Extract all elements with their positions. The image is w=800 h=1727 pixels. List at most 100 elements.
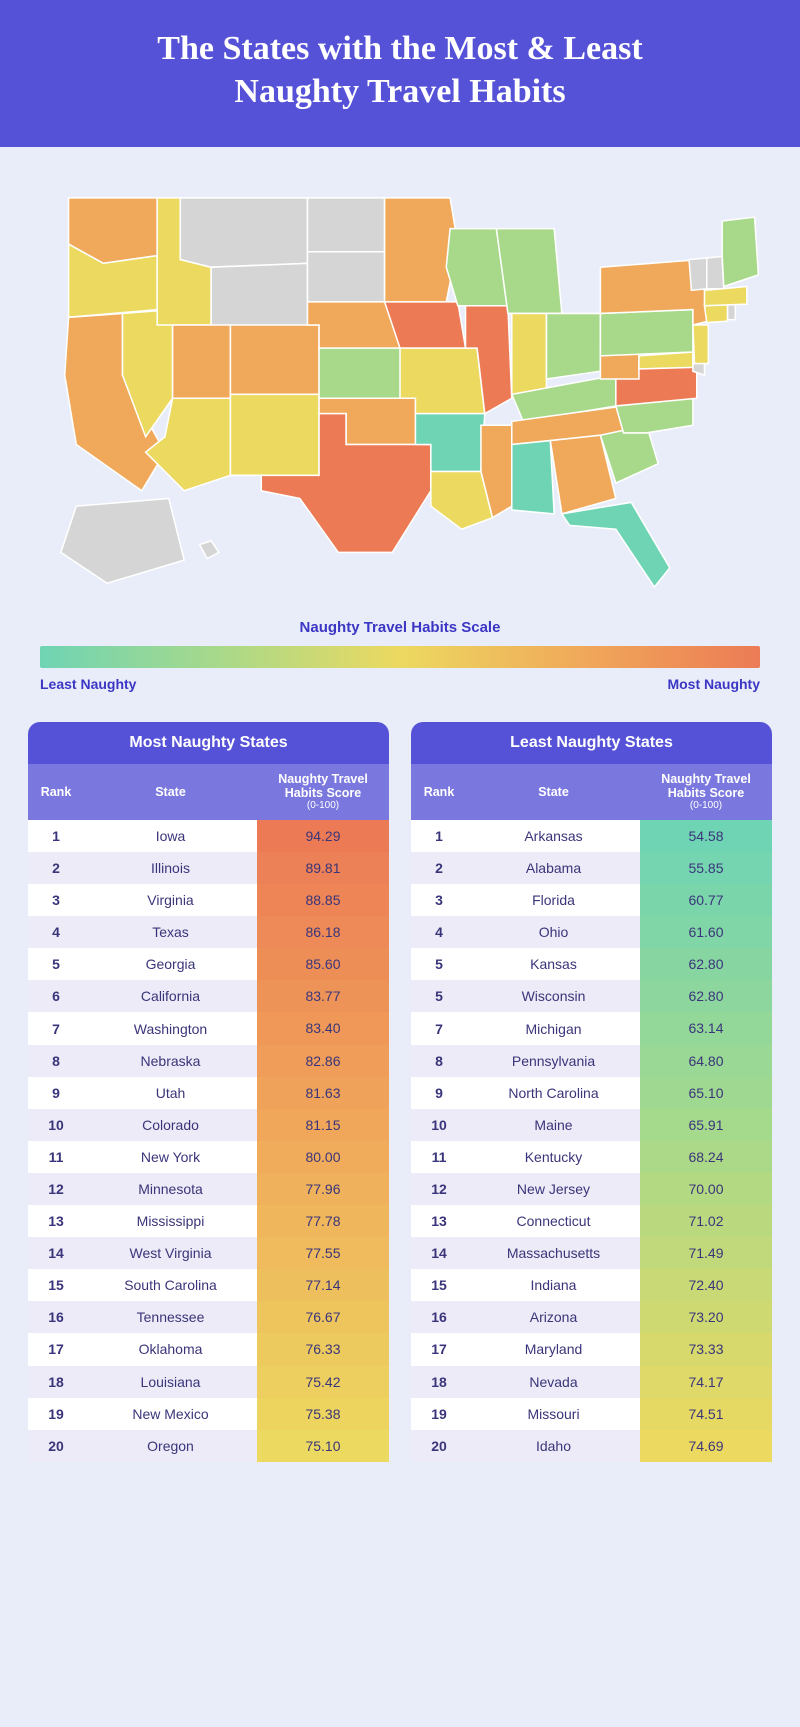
- cell-state: Oklahoma: [84, 1333, 257, 1365]
- cell-rank: 3: [28, 884, 84, 916]
- cell-rank: 14: [411, 1237, 467, 1269]
- cell-score: 89.81: [257, 852, 389, 884]
- cell-score: 75.42: [257, 1366, 389, 1398]
- state-NM: [230, 394, 319, 475]
- cell-state: Florida: [467, 884, 640, 916]
- cell-score: 61.60: [640, 916, 772, 948]
- state-AK: [61, 498, 184, 583]
- cell-rank: 4: [28, 916, 84, 948]
- cell-rank: 5: [411, 948, 467, 980]
- cell-score: 71.02: [640, 1205, 772, 1237]
- col-header-rank: Rank: [28, 777, 84, 807]
- table-row: 16Arizona73.20: [411, 1301, 772, 1333]
- cell-state: Arizona: [467, 1301, 640, 1333]
- state-CT: [704, 304, 727, 322]
- cell-rank: 5: [28, 948, 84, 980]
- cell-rank: 13: [28, 1205, 84, 1237]
- cell-rank: 4: [411, 916, 467, 948]
- table-row: 20Idaho74.69: [411, 1430, 772, 1462]
- most-naughty-table: Most Naughty States Rank State Naughty T…: [28, 722, 389, 1462]
- cell-rank: 12: [411, 1173, 467, 1205]
- cell-rank: 18: [28, 1366, 84, 1398]
- cell-score: 74.17: [640, 1366, 772, 1398]
- cell-state: Nebraska: [84, 1045, 257, 1077]
- cell-state: Minnesota: [84, 1173, 257, 1205]
- cell-score: 72.40: [640, 1269, 772, 1301]
- least-naughty-table: Least Naughty States Rank State Naughty …: [411, 722, 772, 1462]
- cell-score: 74.69: [640, 1430, 772, 1462]
- least-table-header: Rank State Naughty Travel Habits Score (…: [411, 764, 772, 820]
- us-map-svg: [30, 167, 770, 599]
- state-CO: [230, 325, 319, 394]
- cell-rank: 2: [411, 852, 467, 884]
- cell-score: 76.33: [257, 1333, 389, 1365]
- cell-state: Kansas: [467, 948, 640, 980]
- cell-state: Iowa: [84, 820, 257, 852]
- cell-rank: 10: [28, 1109, 84, 1141]
- cell-score: 85.60: [257, 948, 389, 980]
- table-row: 8Nebraska82.86: [28, 1045, 389, 1077]
- state-UT: [173, 325, 231, 398]
- most-table-header: Rank State Naughty Travel Habits Score (…: [28, 764, 389, 820]
- cell-rank: 8: [411, 1045, 467, 1077]
- table-row: 12Minnesota77.96: [28, 1173, 389, 1205]
- table-row: 3Virginia88.85: [28, 884, 389, 916]
- cell-score: 81.63: [257, 1077, 389, 1109]
- state-AL: [512, 441, 554, 514]
- state-WY: [211, 263, 307, 329]
- cell-state: Colorado: [84, 1109, 257, 1141]
- state-FL: [562, 502, 670, 587]
- scale-right-label: Most Naughty: [667, 676, 760, 692]
- table-row: 15South Carolina77.14: [28, 1269, 389, 1301]
- cell-score: 54.58: [640, 820, 772, 852]
- cell-rank: 16: [28, 1301, 84, 1333]
- cell-rank: 17: [411, 1333, 467, 1365]
- cell-state: Maine: [467, 1109, 640, 1141]
- cell-rank: 9: [28, 1077, 84, 1109]
- state-OH: [546, 313, 600, 379]
- table-row: 10Colorado81.15: [28, 1109, 389, 1141]
- cell-state: Georgia: [84, 948, 257, 980]
- cell-score: 62.80: [640, 948, 772, 980]
- cell-state: California: [84, 980, 257, 1012]
- cell-state: New Jersey: [467, 1173, 640, 1205]
- state-NJ: [693, 325, 708, 364]
- cell-state: New York: [84, 1141, 257, 1173]
- cell-score: 62.80: [640, 980, 772, 1012]
- cell-score: 77.96: [257, 1173, 389, 1205]
- cell-rank: 20: [411, 1430, 467, 1462]
- table-row: 13Connecticut71.02: [411, 1205, 772, 1237]
- table-row: 1Iowa94.29: [28, 820, 389, 852]
- cell-score: 77.14: [257, 1269, 389, 1301]
- cell-state: North Carolina: [467, 1077, 640, 1109]
- table-row: 7Washington83.40: [28, 1012, 389, 1044]
- table-row: 5Kansas62.80: [411, 948, 772, 980]
- cell-score: 71.49: [640, 1237, 772, 1269]
- cell-rank: 15: [28, 1269, 84, 1301]
- cell-rank: 6: [28, 980, 84, 1012]
- us-map: [0, 147, 800, 609]
- cell-rank: 15: [411, 1269, 467, 1301]
- cell-state: Washington: [84, 1012, 257, 1044]
- table-row: 5Georgia85.60: [28, 948, 389, 980]
- cell-state: Alabama: [467, 852, 640, 884]
- cell-state: Louisiana: [84, 1366, 257, 1398]
- table-row: 19Missouri74.51: [411, 1398, 772, 1430]
- table-row: 2Illinois89.81: [28, 852, 389, 884]
- least-table-title: Least Naughty States: [411, 722, 772, 764]
- table-row: 12New Jersey70.00: [411, 1173, 772, 1205]
- cell-rank: 19: [411, 1398, 467, 1430]
- cell-rank: 10: [411, 1109, 467, 1141]
- cell-score: 75.10: [257, 1430, 389, 1462]
- cell-rank: 3: [411, 884, 467, 916]
- cell-state: Nevada: [467, 1366, 640, 1398]
- cell-state: Maryland: [467, 1333, 640, 1365]
- table-row: 9Utah81.63: [28, 1077, 389, 1109]
- scale-left-label: Least Naughty: [40, 676, 136, 692]
- table-row: 11Kentucky68.24: [411, 1141, 772, 1173]
- cell-score: 80.00: [257, 1141, 389, 1173]
- table-row: 11New York80.00: [28, 1141, 389, 1173]
- cell-rank: 20: [28, 1430, 84, 1462]
- cell-state: Connecticut: [467, 1205, 640, 1237]
- cell-score: 83.77: [257, 980, 389, 1012]
